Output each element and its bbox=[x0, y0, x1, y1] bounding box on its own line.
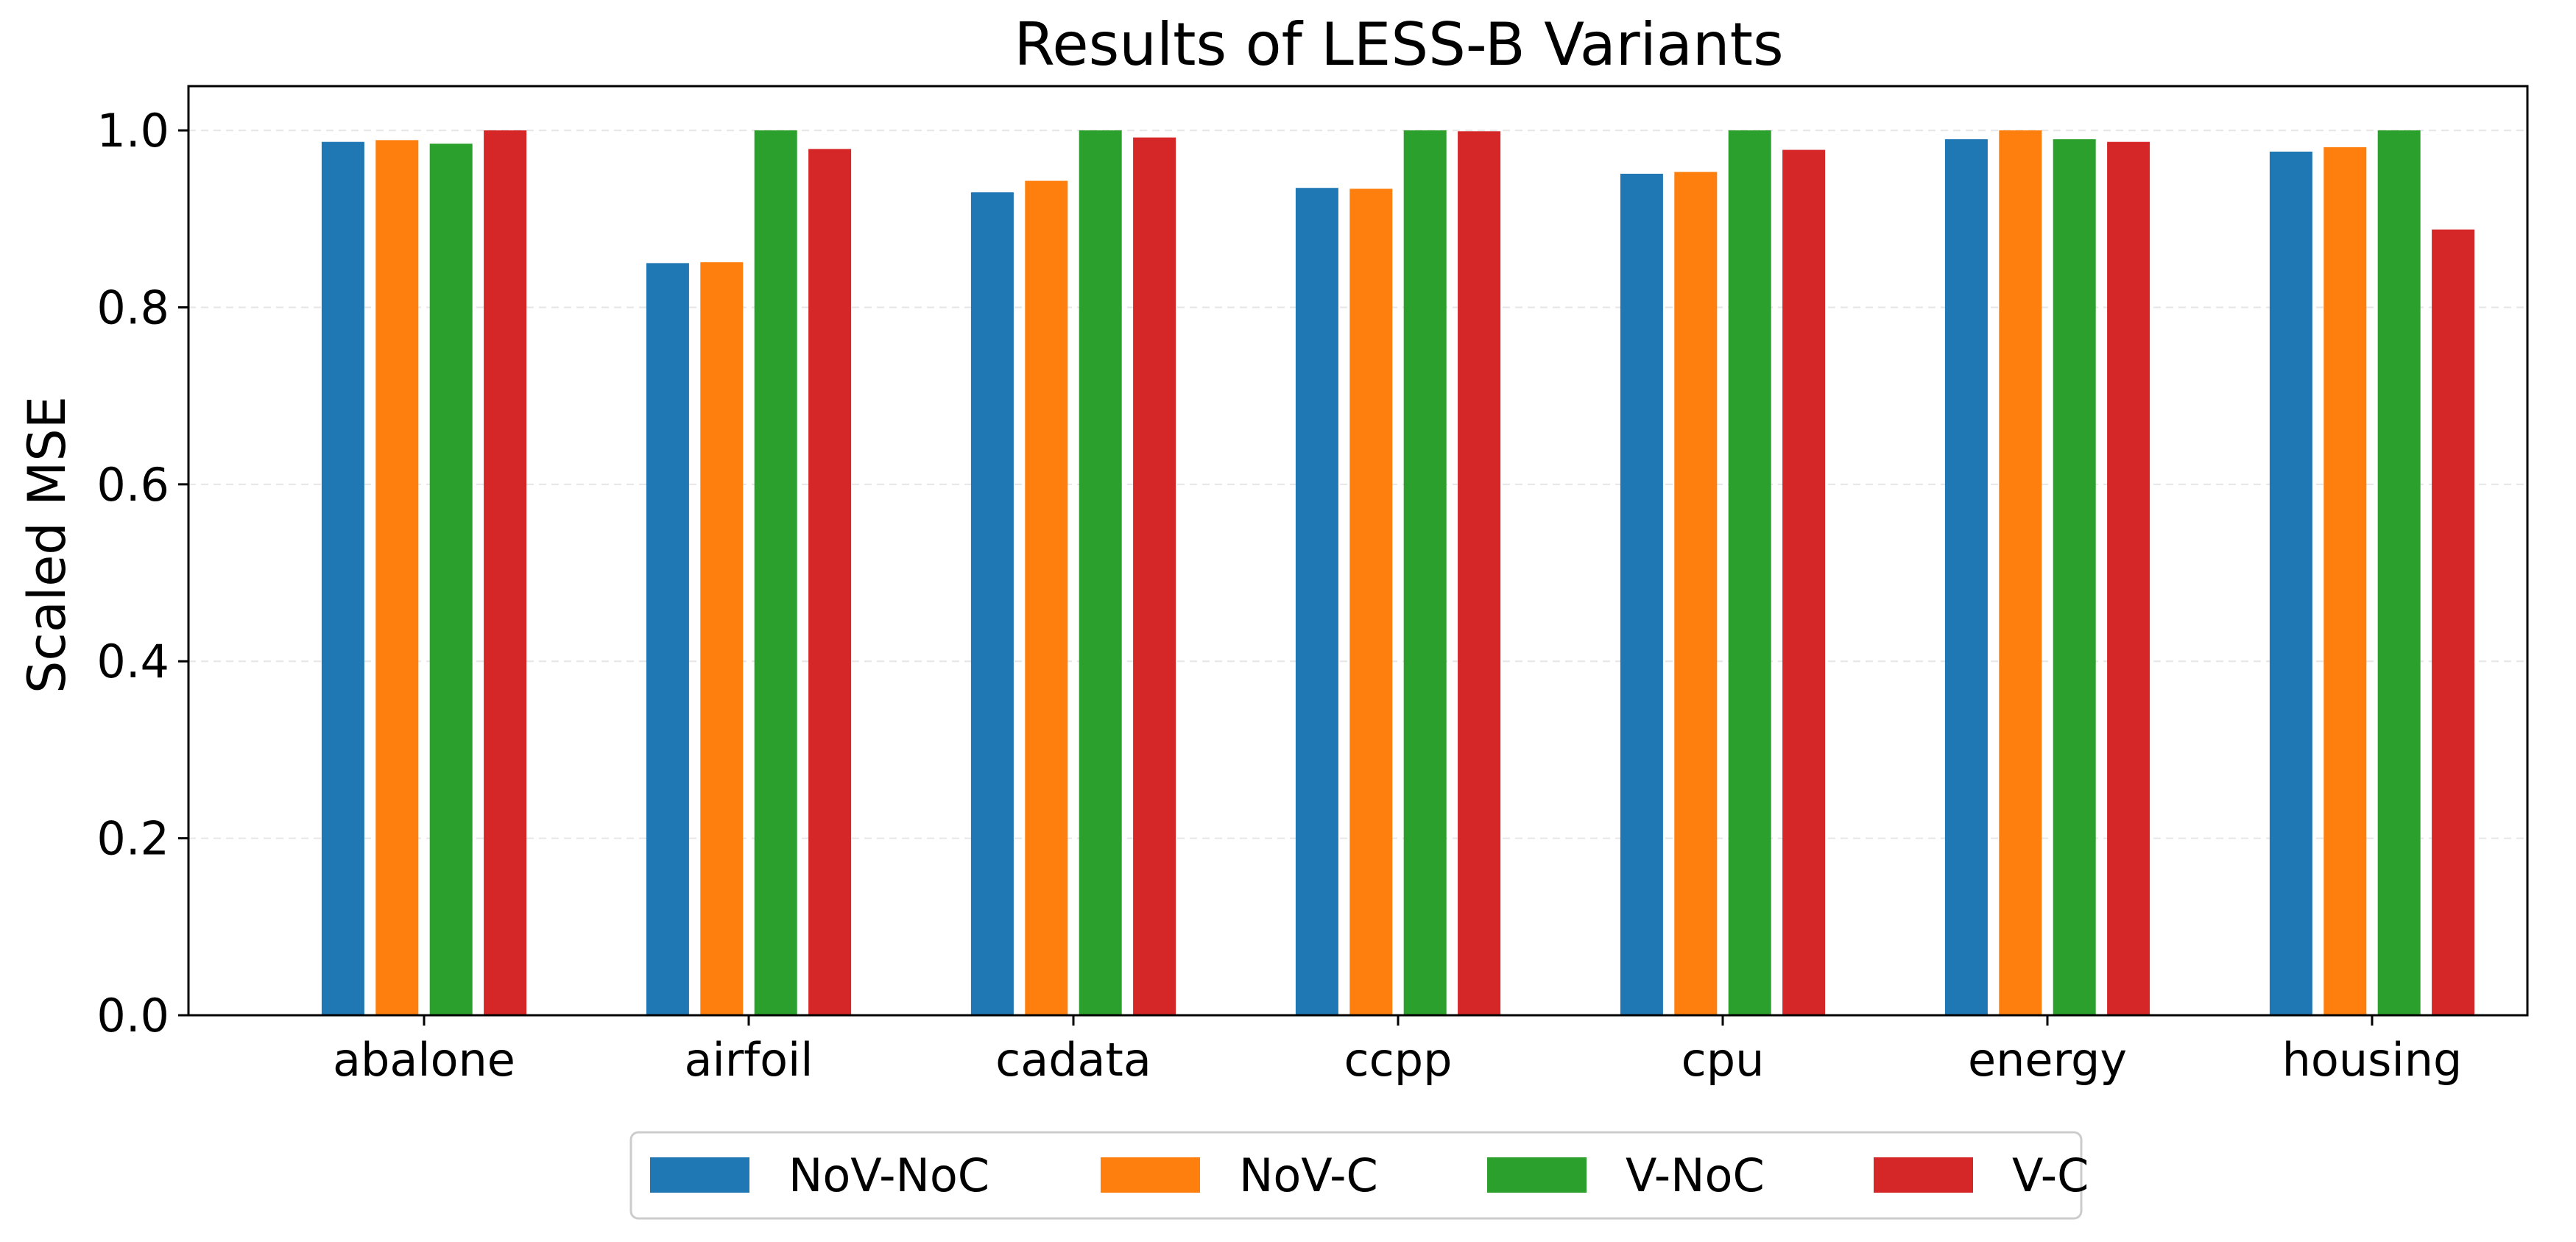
bar-cadata-NoV-C bbox=[1025, 180, 1068, 1016]
y-tick-label: 0.2 bbox=[96, 812, 169, 866]
bar-ccpp-V-C bbox=[1458, 131, 1501, 1016]
bar-abalone-NoV-C bbox=[375, 140, 419, 1016]
y-tick-label: 0.0 bbox=[96, 989, 169, 1042]
legend-swatch-NoV-C bbox=[1101, 1157, 1200, 1193]
bar-airfoil-NoV-C bbox=[700, 262, 744, 1015]
bar-airfoil-V-NoC bbox=[754, 130, 797, 1016]
bar-cpu-V-C bbox=[1782, 149, 1826, 1016]
x-tick-label: housing bbox=[2282, 1033, 2463, 1087]
bar-housing-V-NoC bbox=[2377, 130, 2421, 1016]
bar-housing-NoV-C bbox=[2323, 147, 2367, 1016]
legend-swatch-V-C bbox=[1874, 1157, 1973, 1193]
legend: NoV-NoC NoV-C V-NoC V-C bbox=[629, 1131, 2089, 1220]
y-axis-ticks: 0.0 0.2 0.4 0.6 0.8 1.0 bbox=[96, 104, 188, 1042]
x-axis-ticks: abalone airfoil cadata ccpp cpu energy housing bbox=[333, 1015, 2462, 1087]
bar-airfoil-V-C bbox=[808, 149, 852, 1016]
bar-airfoil-NoV-NoC bbox=[646, 263, 689, 1015]
y-tick-label: 0.8 bbox=[96, 280, 169, 334]
legend-label-NoV-C: NoV-C bbox=[1239, 1149, 1378, 1202]
x-tick-label: cpu bbox=[1682, 1033, 1765, 1087]
bar-abalone-V-C bbox=[484, 130, 527, 1016]
legend-items: NoV-NoC NoV-C V-NoC V-C bbox=[650, 1149, 2089, 1202]
y-tick-label: 0.6 bbox=[96, 458, 169, 512]
bar-ccpp-V-NoC bbox=[1403, 130, 1447, 1016]
bar-cadata-V-C bbox=[1133, 137, 1176, 1016]
bar-cpu-NoV-NoC bbox=[1620, 173, 1663, 1016]
chart-title: Results of LESS-B Variants bbox=[1014, 10, 1783, 79]
bar-ccpp-NoV-C bbox=[1349, 188, 1393, 1016]
x-tick-label: ccpp bbox=[1344, 1033, 1453, 1087]
x-tick-label: airfoil bbox=[685, 1033, 814, 1087]
x-tick-label: cadata bbox=[995, 1033, 1151, 1087]
legend-label-NoV-NoC: NoV-NoC bbox=[788, 1149, 989, 1202]
bar-cpu-V-NoC bbox=[1728, 130, 1771, 1016]
y-axis-label: Scaled MSE bbox=[17, 396, 77, 694]
legend-swatch-NoV-NoC bbox=[650, 1157, 749, 1193]
bar-cadata-V-NoC bbox=[1079, 130, 1122, 1016]
bar-energy-V-NoC bbox=[2053, 139, 2096, 1016]
bar-housing-NoV-NoC bbox=[2269, 151, 2312, 1016]
bar-energy-NoV-NoC bbox=[1944, 139, 1988, 1016]
plot-frame bbox=[187, 85, 2529, 1017]
y-tick-label: 0.4 bbox=[96, 635, 169, 688]
x-tick-label: abalone bbox=[333, 1033, 515, 1087]
bar-energy-NoV-C bbox=[1999, 130, 2042, 1016]
bars bbox=[321, 130, 2475, 1016]
bar-housing-V-C bbox=[2432, 229, 2475, 1016]
bar-abalone-V-NoC bbox=[429, 144, 473, 1016]
x-tick-label: energy bbox=[1968, 1033, 2127, 1087]
bar-abalone-NoV-NoC bbox=[321, 141, 364, 1016]
bar-energy-V-C bbox=[2107, 141, 2150, 1016]
legend-swatch-V-NoC bbox=[1487, 1157, 1587, 1193]
legend-label-V-NoC: V-NoC bbox=[1626, 1149, 1765, 1202]
legend-label-V-C: V-C bbox=[2012, 1149, 2089, 1202]
y-tick-label: 1.0 bbox=[96, 104, 169, 158]
bar-cpu-NoV-C bbox=[1674, 172, 1718, 1016]
bar-ccpp-NoV-NoC bbox=[1295, 188, 1338, 1016]
legend-frame bbox=[629, 1131, 2083, 1220]
bar-cadata-NoV-NoC bbox=[970, 192, 1014, 1016]
